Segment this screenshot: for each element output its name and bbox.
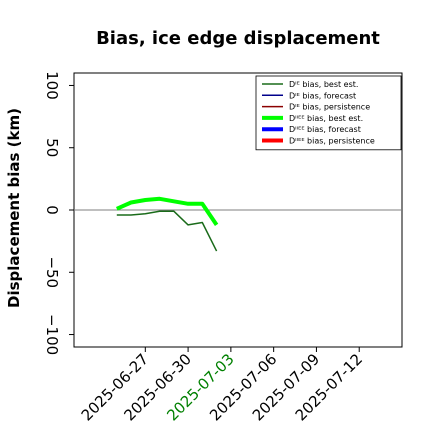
legend-entry-label: Dᴵᴵᴱᴱ bias, persistence	[289, 137, 375, 146]
series-line-3	[115, 196, 219, 227]
legend-entry-label: Dᴵᴵᴱᴱ bias, forecast	[289, 125, 361, 134]
series-line-0	[116, 210, 218, 252]
legend-box	[255, 75, 402, 151]
chart-title: Bias, ice edge displacement	[96, 28, 380, 49]
y-tick-label: −50	[43, 256, 61, 288]
y-tick-label: −100	[43, 314, 61, 355]
legend-entry-label: Dᴵᴱ bias, persistence	[289, 103, 370, 112]
y-tick-label: 100	[43, 71, 61, 100]
legend-entry-label: Dᴵᴱ bias, forecast	[289, 91, 356, 100]
y-tick-label: 0	[43, 205, 61, 215]
legend-entry-label: Dᴵᴵᴱᴱ bias, best est.	[289, 114, 363, 123]
y-axis-label: Displacement bias (km)	[5, 108, 23, 308]
legend-entry-label: Dᴵᴱ bias, best est.	[289, 80, 358, 89]
y-tick-label: 50	[43, 138, 61, 157]
